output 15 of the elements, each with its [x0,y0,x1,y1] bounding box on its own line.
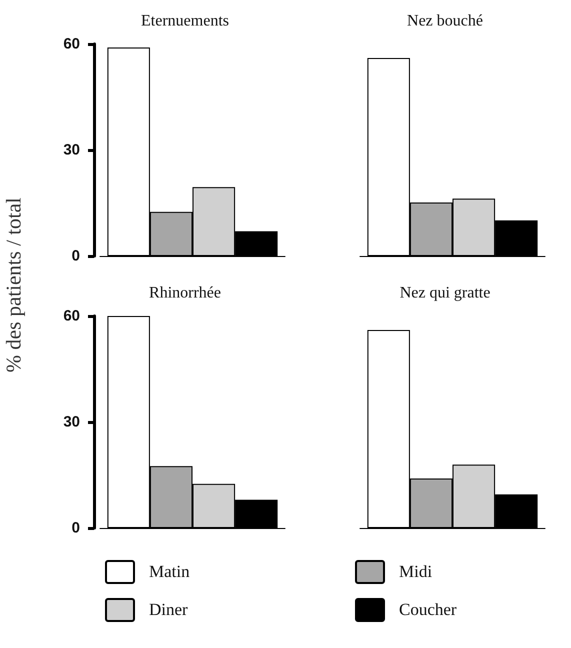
legend-label: Midi [399,562,432,582]
legend-label: Coucher [399,600,457,620]
chart-title: Nez bouché [407,12,483,30]
y-tick-label: 60 [63,36,80,52]
chart-title: Eternuements [141,12,229,30]
chart-title: Nez qui gratte [400,284,490,302]
chart-title: Rhinorrhée [149,284,221,302]
y-tick-label: 30 [63,414,80,430]
y-tick-label: 0 [72,520,80,536]
legend-label: Matin [149,562,190,582]
y-tick-label: 0 [72,248,80,264]
y-tick-label: 30 [63,142,80,158]
y-tick-label: 60 [63,308,80,324]
y-axis-title: % des patients / total [2,198,26,372]
legend-label: Diner [149,600,188,620]
